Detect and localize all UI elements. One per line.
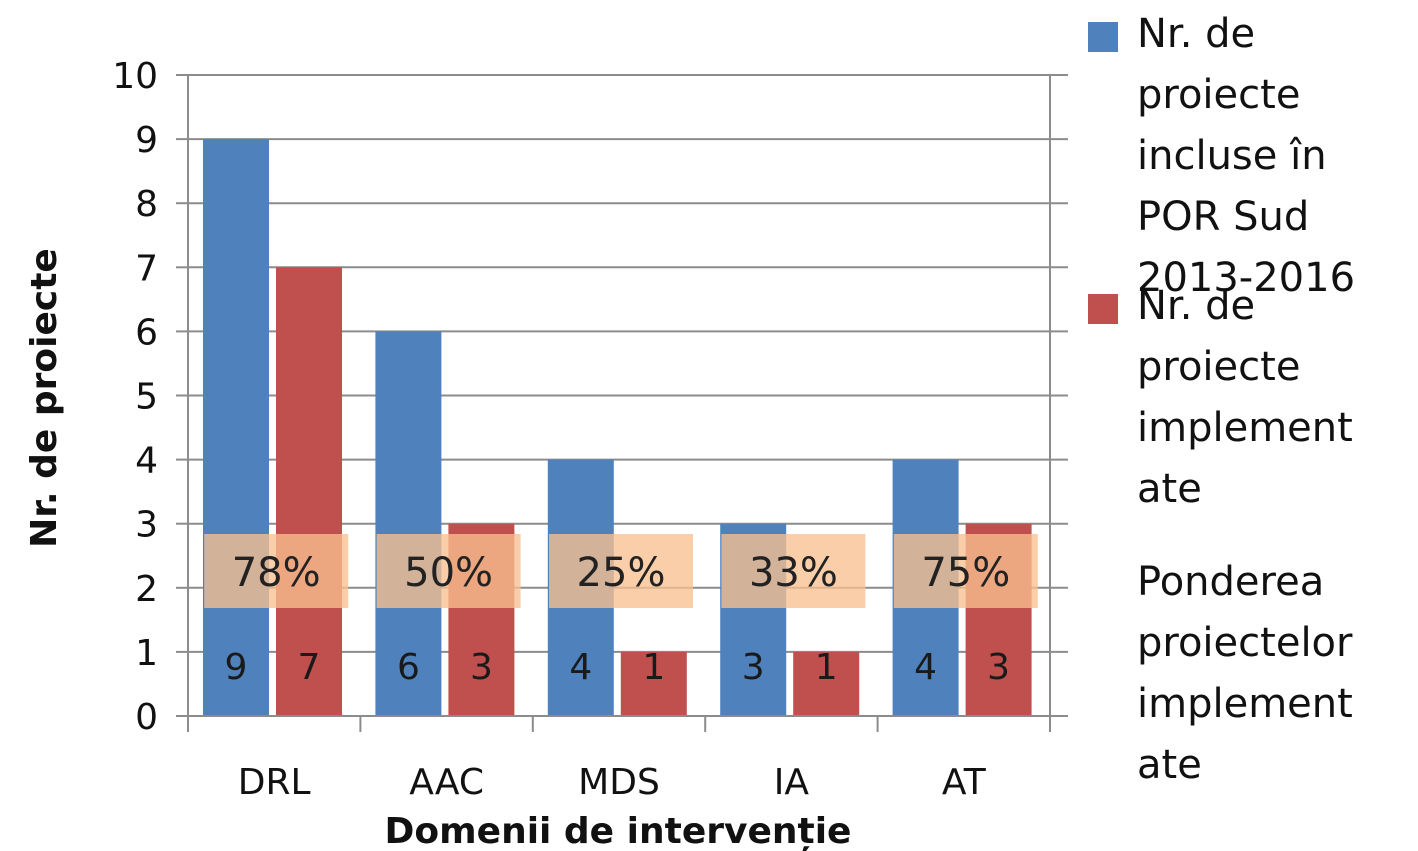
x-category-labels: DRL AAC MDS IA AT xyxy=(238,762,987,803)
percentage-label: 33% xyxy=(749,550,838,596)
percentage-box xyxy=(204,534,349,608)
x-category-label: DRL xyxy=(238,762,311,803)
x-category-label: AAC xyxy=(409,762,484,803)
y-tick-label: 2 xyxy=(135,569,158,610)
legend-swatch-incluse xyxy=(1088,22,1118,52)
bars xyxy=(203,139,1032,717)
y-tick-label: 4 xyxy=(135,441,158,482)
bar-value-label: 4 xyxy=(569,647,592,688)
legend-swatch-implementate xyxy=(1088,294,1118,324)
bar-value-label: 3 xyxy=(470,647,493,688)
bar xyxy=(793,651,860,716)
y-tick-label: 5 xyxy=(135,377,158,418)
percentage-label: 75% xyxy=(921,550,1010,596)
percentage-box xyxy=(376,534,521,608)
x-category-label: AT xyxy=(942,762,987,803)
axes xyxy=(176,74,1068,732)
bar-value-label: 4 xyxy=(914,647,937,688)
y-tick-label: 8 xyxy=(135,184,158,225)
bar-value-label: 3 xyxy=(742,647,765,688)
bar xyxy=(276,267,342,716)
y-axis-title: Nr. de proiecte xyxy=(24,248,65,548)
percentage-box xyxy=(721,534,866,608)
y-tick-label: 7 xyxy=(135,248,158,289)
y-tick-labels: 0 1 2 3 4 5 6 7 8 9 10 xyxy=(112,56,158,738)
x-category-label: MDS xyxy=(578,762,660,803)
percentage-label: 25% xyxy=(577,550,666,596)
percentage-label: 50% xyxy=(404,550,493,596)
bar xyxy=(375,331,442,716)
y-tick-label: 9 xyxy=(135,120,158,161)
percentage-label: 78% xyxy=(232,550,321,596)
legend-label-implementate: Nr. de proiecte implement ate xyxy=(1137,283,1353,512)
bar-value-label: 9 xyxy=(225,647,248,688)
value-labels: 9 7 6 3 4 1 3 1 4 3 xyxy=(225,647,1011,688)
y-tick-label: 6 xyxy=(135,312,158,353)
legend-label-incluse: Nr. de proiecte incluse în POR Sud 2013-… xyxy=(1137,11,1356,301)
percentage-box xyxy=(549,534,693,608)
bar xyxy=(203,139,269,717)
x-category-label: IA xyxy=(774,762,810,803)
bar-value-label: 1 xyxy=(815,647,838,688)
percentage-labels: 78% 50% 25% 33% 75% xyxy=(204,534,1038,608)
x-axis-title: Domenii de intervenție xyxy=(385,811,852,851)
percentage-box xyxy=(893,534,1038,608)
y-tick-label: 3 xyxy=(135,505,158,546)
bar-value-label: 6 xyxy=(397,647,420,688)
y-tick-label: 0 xyxy=(135,697,158,738)
y-tick-label: 10 xyxy=(112,56,158,97)
bar-value-label: 1 xyxy=(642,647,665,688)
bar-value-label: 7 xyxy=(298,647,321,688)
legend-label-ponderea: Ponderea proiectelor implement ate xyxy=(1137,559,1353,788)
bar-value-label: 3 xyxy=(987,647,1010,688)
bar xyxy=(620,651,687,716)
y-tick-label: 1 xyxy=(135,633,158,674)
